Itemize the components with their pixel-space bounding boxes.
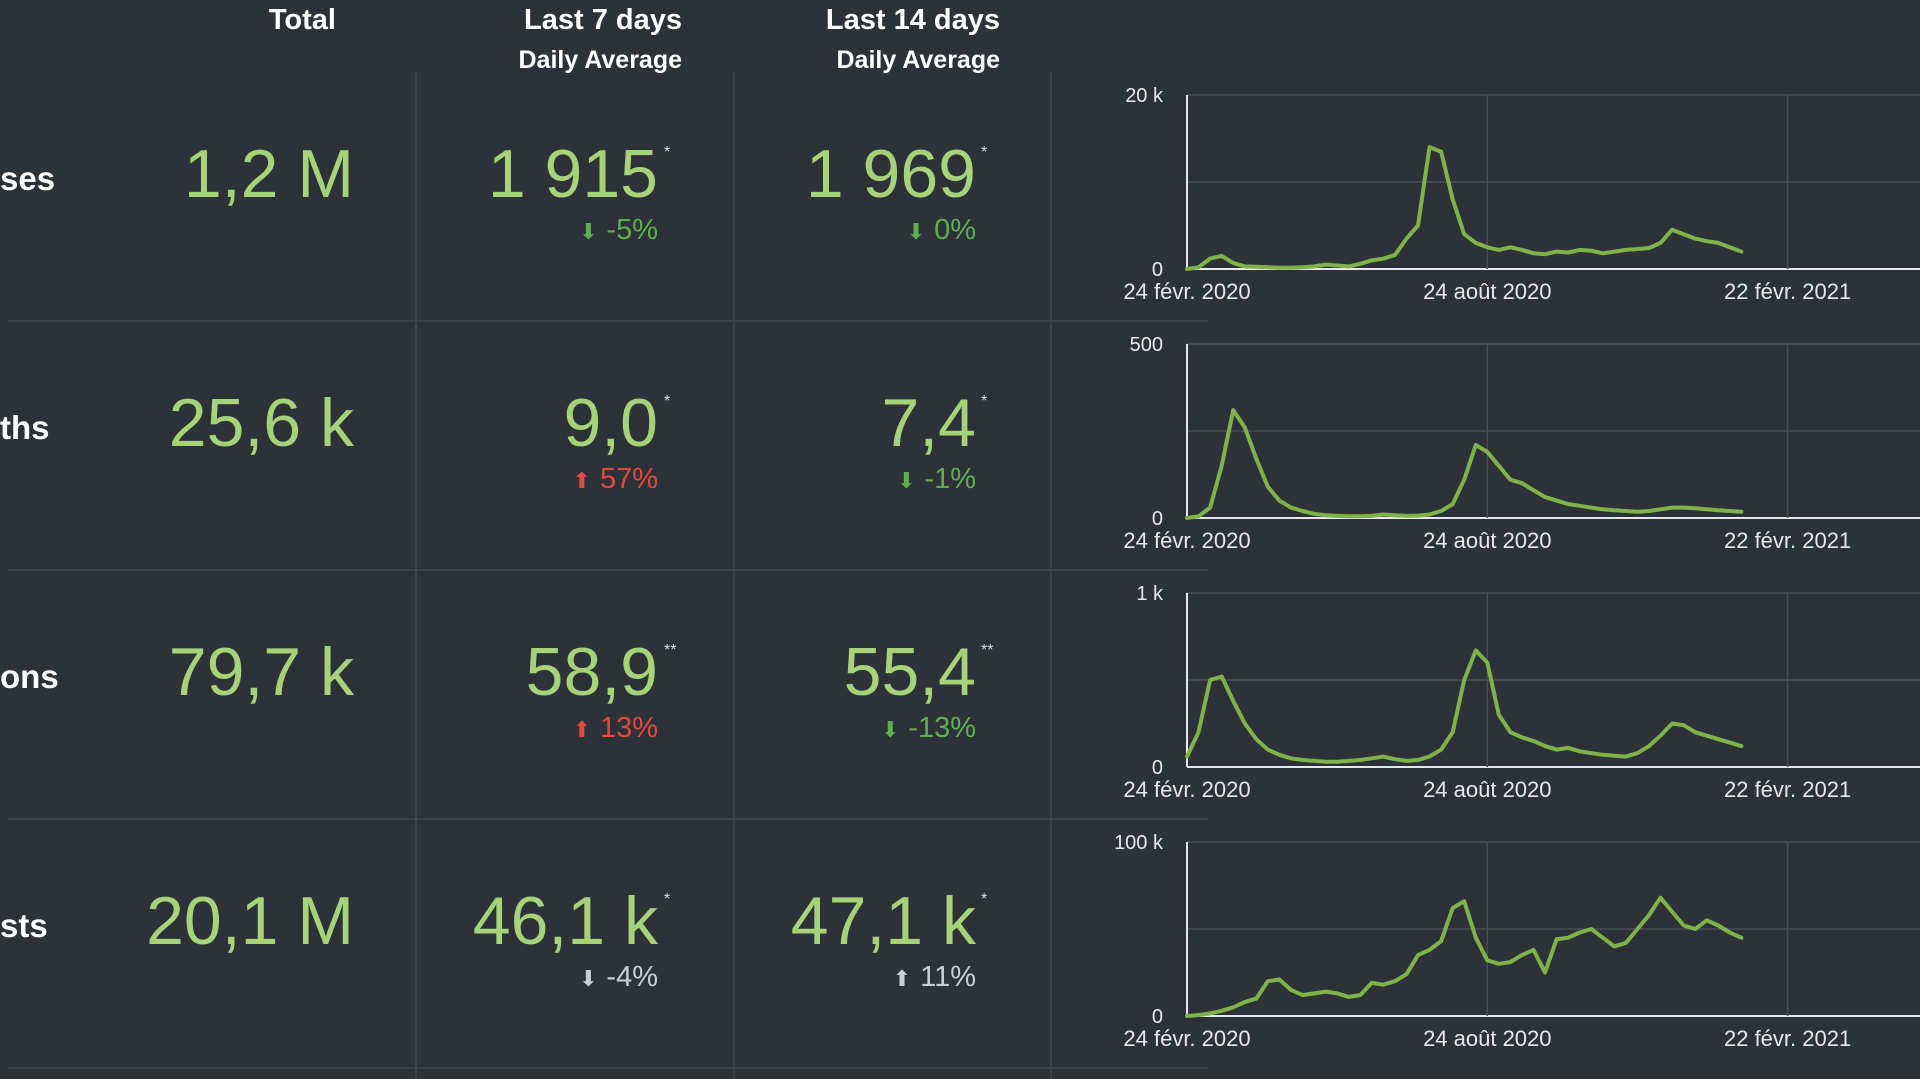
y-tick-label: 1 k bbox=[1136, 583, 1164, 605]
last-7-footnote: ** bbox=[664, 642, 677, 659]
last-14-footnote: ** bbox=[981, 642, 994, 659]
header-total-label: Total bbox=[268, 4, 336, 36]
header-last-14-days: Last 14 days Daily Average bbox=[700, 0, 1000, 80]
last-7-footnote: * bbox=[664, 393, 671, 410]
y-tick-label: 20 k bbox=[1125, 85, 1164, 107]
x-tick-label: 24 août 2020 bbox=[1423, 1026, 1551, 1051]
row-label: ons bbox=[0, 658, 59, 695]
header-last-14-label: Last 14 days bbox=[825, 4, 1000, 36]
column-divider-3 bbox=[1050, 72, 1052, 1079]
x-tick-label: 24 févr. 2020 bbox=[1123, 279, 1250, 304]
last-7-change-text: -4% bbox=[606, 961, 658, 993]
row-label: ses bbox=[0, 160, 56, 197]
arrow-up-icon: ⬆ bbox=[572, 717, 592, 742]
x-tick-label: 24 août 2020 bbox=[1423, 279, 1551, 304]
row-label: ths bbox=[0, 409, 50, 446]
header-last-7-sub: Daily Average bbox=[518, 46, 682, 74]
last-14-value: 55,4 bbox=[843, 634, 976, 710]
x-tick-label: 22 févr. 2021 bbox=[1724, 1026, 1851, 1051]
series-line bbox=[1185, 895, 1744, 1018]
last-7-change: ⬇ -5% bbox=[408, 212, 658, 250]
last-14-change: ⬇ -13% bbox=[726, 710, 976, 748]
arrow-down-icon: ⬇ bbox=[897, 468, 916, 493]
y-tick-label: 0 bbox=[1152, 757, 1163, 779]
row-divider-2 bbox=[8, 569, 1208, 571]
arrow-down-icon: ⬇ bbox=[881, 717, 900, 742]
last-7-footnote: * bbox=[664, 144, 671, 161]
row-divider-1 bbox=[8, 320, 1208, 322]
last-7-value: 58,9 bbox=[525, 634, 658, 710]
total-value: 25,6 k bbox=[168, 385, 354, 461]
y-tick-label: 0 bbox=[1152, 1006, 1163, 1028]
y-tick-label: 0 bbox=[1152, 508, 1163, 530]
last-7-change-text: 57% bbox=[599, 463, 658, 495]
sparkline-chart: 0 500 24 févr. 2020 24 août 2020 22 févr. 20… bbox=[1123, 334, 1920, 553]
series-line bbox=[1185, 408, 1744, 520]
sparkline-chart: 0 1 k 24 févr. 2020 24 août 2020 22 févr. 20… bbox=[1123, 583, 1920, 802]
arrow-down-icon: ⬇ bbox=[579, 966, 598, 991]
series-line bbox=[1185, 648, 1744, 764]
x-tick-label: 24 févr. 2020 bbox=[1123, 777, 1250, 802]
sparkline-chart: 0 20 k 24 févr. 2020 24 août 2020 22 févr. 2… bbox=[1123, 85, 1920, 304]
last-14-change: ⬇ 0% bbox=[726, 212, 976, 250]
last-7-change-text: -5% bbox=[606, 214, 658, 246]
y-tick-label: 500 bbox=[1130, 334, 1163, 356]
last-14-footnote: * bbox=[981, 891, 988, 908]
last-7-footnote: * bbox=[664, 891, 671, 908]
header-last-14-sub: Daily Average bbox=[836, 46, 1000, 74]
x-tick-label: 22 févr. 2021 bbox=[1724, 279, 1851, 304]
header-last-7-days: Last 7 days Daily Average bbox=[382, 0, 682, 80]
y-tick-label: 0 bbox=[1152, 259, 1163, 281]
arrow-down-icon: ⬇ bbox=[579, 219, 598, 244]
y-tick-label: 100 k bbox=[1114, 832, 1164, 854]
header-last-7-label: Last 7 days bbox=[524, 4, 682, 36]
last-14-footnote: * bbox=[981, 393, 988, 410]
last-14-value: 1 969 bbox=[805, 136, 976, 212]
last-7-change: ⬇ -4% bbox=[408, 959, 658, 997]
x-tick-label: 22 févr. 2021 bbox=[1724, 528, 1851, 553]
sparkline-chart: 0 100 k 24 févr. 2020 24 août 2020 22 févr. … bbox=[1114, 832, 1920, 1051]
last-7-value: 1 915 bbox=[487, 136, 658, 212]
last-7-value: 46,1 k bbox=[472, 883, 658, 959]
last-14-change-text: 0% bbox=[934, 214, 976, 246]
last-7-value: 9,0 bbox=[563, 385, 658, 461]
last-14-change-text: -13% bbox=[908, 712, 976, 744]
last-14-change: ⬆ 11% bbox=[726, 959, 976, 997]
last-7-change: ⬆ 13% bbox=[408, 710, 658, 748]
series-line bbox=[1185, 145, 1744, 271]
last-7-change-text: 13% bbox=[599, 712, 658, 744]
header-total: Total bbox=[76, 0, 336, 40]
column-divider-1 bbox=[415, 72, 417, 1079]
column-divider-2 bbox=[733, 72, 735, 1079]
x-tick-label: 24 août 2020 bbox=[1423, 777, 1551, 802]
last-14-change-text: 11% bbox=[920, 961, 976, 993]
arrow-up-icon: ⬆ bbox=[572, 468, 592, 493]
last-7-change: ⬆ 57% bbox=[408, 461, 658, 499]
x-tick-label: 22 févr. 2021 bbox=[1724, 777, 1851, 802]
total-value: 79,7 k bbox=[168, 634, 354, 710]
last-14-change: ⬇ -1% bbox=[726, 461, 976, 499]
arrow-down-icon: ⬇ bbox=[906, 219, 926, 244]
last-14-footnote: * bbox=[981, 144, 988, 161]
x-tick-label: 24 févr. 2020 bbox=[1123, 1026, 1250, 1051]
row-divider-3 bbox=[8, 818, 1208, 820]
total-value: 1,2 M bbox=[183, 136, 354, 212]
last-14-value: 7,4 bbox=[881, 385, 976, 461]
total-value: 20,1 M bbox=[146, 883, 354, 959]
x-tick-label: 24 août 2020 bbox=[1423, 528, 1551, 553]
last-14-change-text: -1% bbox=[924, 463, 976, 495]
x-tick-label: 24 févr. 2020 bbox=[1123, 528, 1250, 553]
arrow-up-icon: ⬆ bbox=[892, 966, 912, 991]
row-divider-4 bbox=[8, 1067, 1208, 1069]
row-label: sts bbox=[0, 907, 48, 944]
last-14-value: 47,1 k bbox=[790, 883, 976, 959]
